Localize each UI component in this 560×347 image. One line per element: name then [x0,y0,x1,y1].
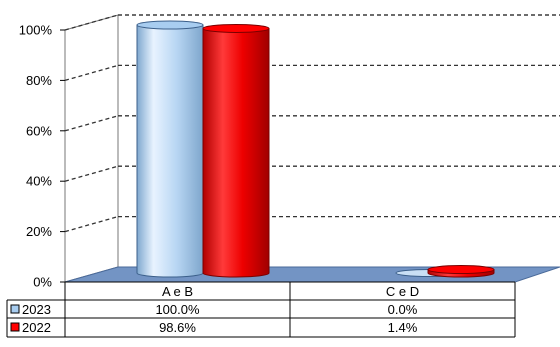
y-tick-label: 40% [26,174,52,189]
y-tick-label: 80% [26,73,52,88]
bars [136,20,495,278]
gridline-side [64,215,119,233]
gridline-side [64,115,119,132]
legend-swatch-2022 [10,322,20,332]
side-wall [64,14,119,283]
category-label: A e B [162,284,193,299]
data-label: 100.0% [155,302,200,317]
gridline-side [64,165,119,182]
legend-swatch-2023 [10,304,20,314]
data-label: 0.0% [388,302,418,317]
y-tick-label: 100% [19,23,53,38]
legend-label: 2022 [22,320,51,335]
bar-2023-0 [136,20,204,278]
category-label: C e D [386,284,419,299]
data-label: 98.6% [159,320,196,335]
y-tick-label: 60% [26,123,52,138]
data-label: 1.4% [388,320,418,335]
data-table: A e B C e D 2023 100.0% 0.0% 2022 98.6% 1.4% [6,281,516,338]
gridline-side [64,14,119,31]
bar-2022-1 [427,265,495,278]
y-tick-label: 0% [33,275,52,290]
y-tick-label: 20% [26,224,52,239]
bar-2022-0 [202,23,270,278]
gridline-side [64,64,119,82]
y-axis: 0% 20% 40% 60% 80% 100% [19,23,65,290]
legend-label: 2023 [22,302,51,317]
